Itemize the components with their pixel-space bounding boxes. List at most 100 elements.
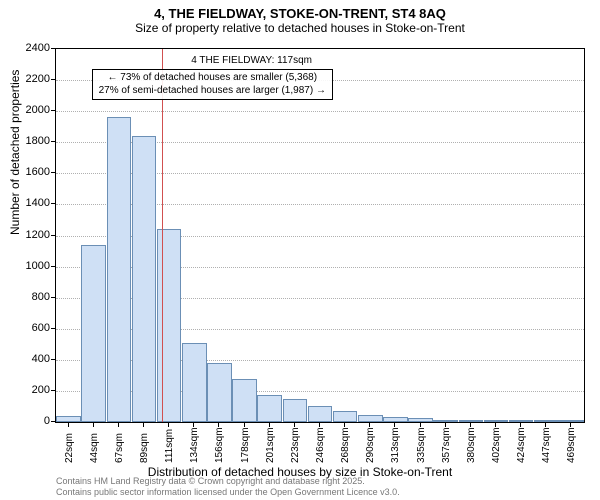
y-tick-label: 2200	[10, 73, 50, 85]
y-tick-label: 2400	[10, 42, 50, 54]
x-tick-label: 402sqm	[491, 427, 502, 463]
bar	[358, 415, 383, 422]
x-tick-label: 268sqm	[340, 427, 351, 463]
bar	[534, 420, 559, 422]
x-tick-mark	[218, 423, 219, 427]
bar	[333, 411, 358, 422]
plot-area: 4 THE FIELDWAY: 117sqm ← 73% of detached…	[55, 48, 585, 423]
y-tick-mark	[51, 390, 55, 391]
y-tick-mark	[51, 172, 55, 173]
y-tick-mark	[51, 235, 55, 236]
y-tick-mark	[51, 359, 55, 360]
x-tick-mark	[545, 423, 546, 427]
bar	[207, 363, 232, 422]
bar	[459, 420, 484, 422]
attribution-line1: Contains HM Land Registry data © Crown c…	[56, 476, 400, 487]
x-tick-mark	[244, 423, 245, 427]
x-tick-label: 469sqm	[566, 427, 577, 463]
bar	[433, 420, 458, 422]
y-tick-label: 800	[10, 291, 50, 303]
y-tick-mark	[51, 203, 55, 204]
bar	[257, 395, 282, 422]
x-tick-mark	[344, 423, 345, 427]
x-tick-label: 335sqm	[416, 427, 427, 463]
annotation-title: 4 THE FIELDWAY: 117sqm	[152, 55, 352, 66]
x-tick-label: 290sqm	[365, 427, 376, 463]
bar	[308, 406, 333, 422]
bar	[182, 343, 207, 422]
x-tick-mark	[394, 423, 395, 427]
bar	[56, 416, 81, 422]
y-tick-label: 1800	[10, 135, 50, 147]
x-tick-label: 380sqm	[466, 427, 477, 463]
x-tick-label: 134sqm	[189, 427, 200, 463]
chart-subtitle: Size of property relative to detached ho…	[0, 21, 600, 35]
bar	[559, 420, 584, 422]
x-tick-mark	[445, 423, 446, 427]
y-tick-mark	[51, 48, 55, 49]
annotation-line: 27% of semi-detached houses are larger (…	[99, 85, 326, 98]
y-tick-mark	[51, 79, 55, 80]
bar	[283, 399, 308, 422]
y-tick-mark	[51, 266, 55, 267]
x-tick-label: 111sqm	[164, 429, 175, 463]
bar	[81, 245, 106, 422]
x-tick-mark	[495, 423, 496, 427]
grid-line	[56, 111, 584, 112]
x-tick-label: 67sqm	[114, 433, 125, 463]
x-tick-mark	[294, 423, 295, 427]
bar	[484, 420, 509, 422]
x-tick-mark	[93, 423, 94, 427]
marker-line	[162, 49, 163, 422]
attribution-line2: Contains public sector information licen…	[56, 487, 400, 498]
x-tick-mark	[420, 423, 421, 427]
y-tick-label: 200	[10, 384, 50, 396]
bar	[157, 229, 182, 422]
x-tick-label: 44sqm	[89, 433, 100, 463]
y-tick-mark	[51, 421, 55, 422]
y-tick-label: 600	[10, 322, 50, 334]
x-tick-label: 201sqm	[265, 427, 276, 463]
annotation-box: ← 73% of detached houses are smaller (5,…	[92, 69, 333, 100]
x-tick-mark	[118, 423, 119, 427]
bar	[232, 379, 257, 422]
y-axis-label: Number of detached properties	[8, 70, 22, 235]
x-tick-label: 357sqm	[441, 427, 452, 463]
y-tick-mark	[51, 141, 55, 142]
x-tick-mark	[319, 423, 320, 427]
x-tick-label: 223sqm	[290, 427, 301, 463]
x-tick-mark	[193, 423, 194, 427]
y-tick-label: 0	[10, 415, 50, 427]
y-tick-label: 1600	[10, 166, 50, 178]
x-tick-mark	[269, 423, 270, 427]
x-tick-mark	[68, 423, 69, 427]
bar	[383, 417, 408, 422]
bar	[408, 418, 433, 422]
y-tick-label: 400	[10, 353, 50, 365]
bar	[132, 136, 157, 422]
y-tick-label: 1000	[10, 260, 50, 272]
chart-area: 4 THE FIELDWAY: 117sqm ← 73% of detached…	[55, 48, 585, 423]
x-tick-mark	[369, 423, 370, 427]
x-tick-mark	[470, 423, 471, 427]
bar	[509, 420, 534, 422]
y-tick-label: 1400	[10, 197, 50, 209]
x-tick-label: 22sqm	[64, 433, 75, 463]
chart-title: 4, THE FIELDWAY, STOKE-ON-TRENT, ST4 8AQ	[0, 0, 600, 21]
y-tick-mark	[51, 328, 55, 329]
x-tick-label: 178sqm	[240, 427, 251, 463]
x-tick-label: 424sqm	[516, 427, 527, 463]
y-tick-label: 1200	[10, 229, 50, 241]
x-tick-label: 246sqm	[315, 427, 326, 463]
x-tick-label: 313sqm	[390, 427, 401, 463]
attribution: Contains HM Land Registry data © Crown c…	[56, 476, 400, 498]
chart-container: 4, THE FIELDWAY, STOKE-ON-TRENT, ST4 8AQ…	[0, 0, 600, 500]
x-tick-mark	[520, 423, 521, 427]
x-tick-label: 89sqm	[139, 433, 150, 463]
bar	[107, 117, 132, 422]
x-tick-label: 447sqm	[541, 427, 552, 463]
x-tick-label: 156sqm	[214, 427, 225, 463]
x-tick-mark	[143, 423, 144, 427]
y-tick-label: 2000	[10, 104, 50, 116]
annotation-line: ← 73% of detached houses are smaller (5,…	[99, 72, 326, 85]
